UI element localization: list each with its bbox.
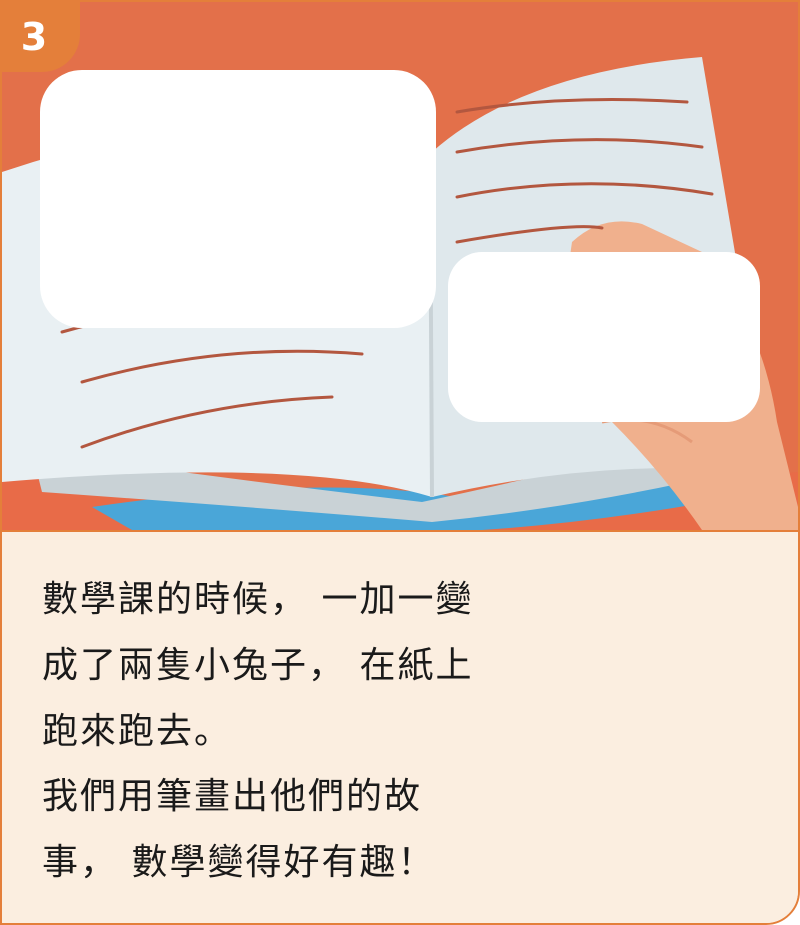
page-stack (32, 432, 732, 522)
story-text-panel: 數學課的時候， 一加一變 成了兩隻小兔子， 在紙上 跑來跑去。 我們用筆畫出他們… (2, 530, 798, 923)
book-cover (92, 457, 737, 530)
story-line: 數學課的時候， 一加一變 (42, 579, 474, 620)
story-line: 我們用筆畫出他們的故 (42, 776, 423, 817)
blank-speech-box-small (448, 252, 760, 422)
story-line: 跑來跑去。 (42, 711, 233, 752)
page-number-badge: 3 (2, 2, 80, 72)
story-line: 成了兩隻小兔子， 在紙上 (42, 645, 474, 686)
blank-speech-box-large (40, 70, 436, 328)
story-line: 事， 數學變得好有趣！ (42, 842, 436, 883)
